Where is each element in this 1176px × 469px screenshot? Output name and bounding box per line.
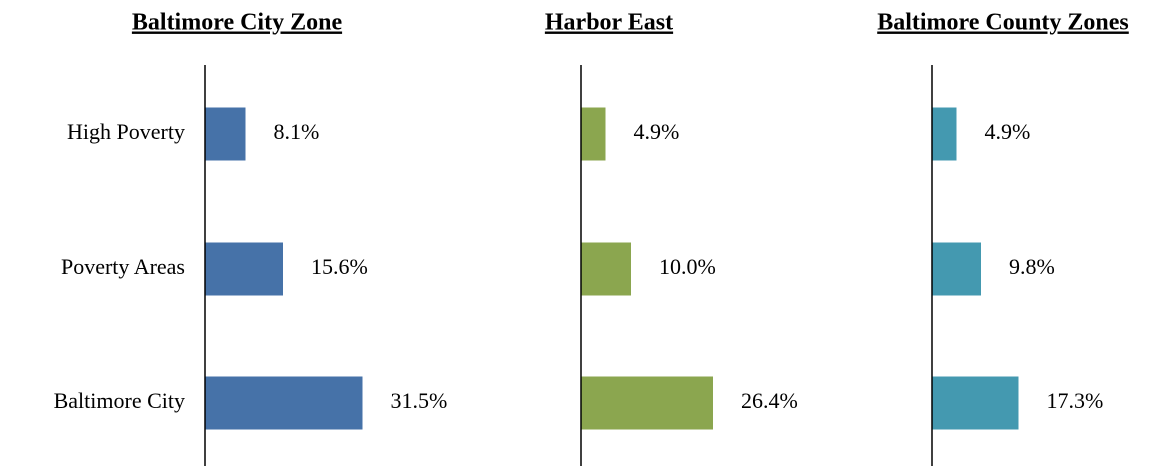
- value-label: 10.0%: [659, 254, 716, 279]
- chart-title: Harbor East: [545, 10, 673, 36]
- chart-title: Baltimore County Zones: [877, 10, 1129, 36]
- value-label: 8.1%: [274, 119, 320, 144]
- category-label: Baltimore City: [54, 388, 185, 413]
- value-label: 4.9%: [634, 119, 680, 144]
- value-label: 9.8%: [1009, 254, 1055, 279]
- bar: [205, 107, 246, 161]
- bar: [581, 107, 606, 161]
- bar: [581, 242, 631, 296]
- chart-title: Baltimore City Zone: [132, 10, 343, 36]
- category-label: High Poverty: [67, 119, 185, 144]
- bar: [205, 376, 363, 430]
- category-label: Poverty Areas: [61, 254, 185, 279]
- value-label: 15.6%: [311, 254, 368, 279]
- bar: [932, 242, 981, 296]
- value-label: 31.5%: [391, 388, 448, 413]
- bar: [205, 242, 283, 296]
- bar: [932, 376, 1019, 430]
- value-label: 4.9%: [985, 119, 1031, 144]
- bar: [581, 376, 713, 430]
- value-label: 26.4%: [741, 388, 798, 413]
- bar: [932, 107, 957, 161]
- value-label: 17.3%: [1047, 388, 1104, 413]
